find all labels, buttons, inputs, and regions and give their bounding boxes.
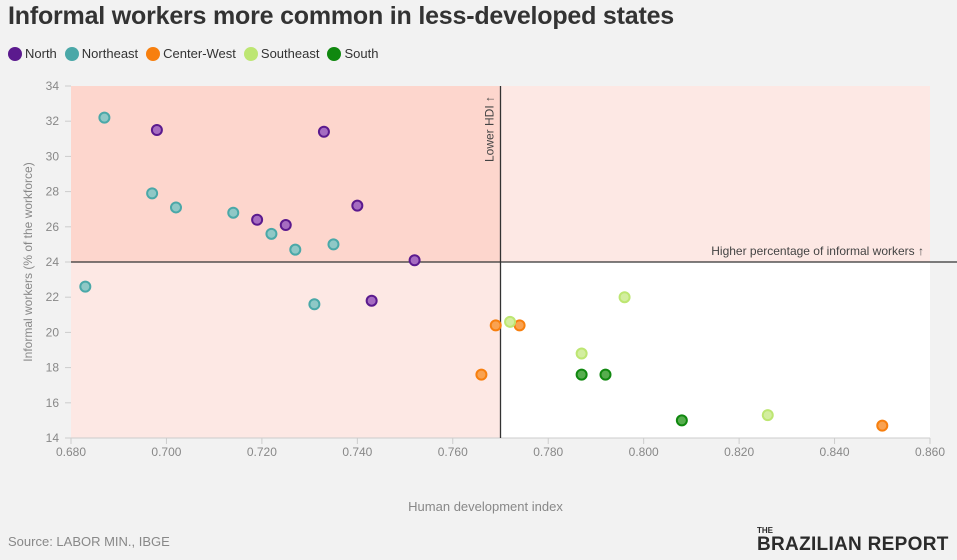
data-point-center-west	[876, 419, 889, 432]
y-tick-label: 14	[46, 431, 60, 445]
y-tick-label: 34	[46, 79, 60, 93]
data-point-south	[599, 368, 612, 381]
data-point-southeast	[504, 315, 517, 328]
data-point-north	[317, 125, 330, 138]
legend-swatch	[243, 46, 258, 61]
quadrant-lower-right	[500, 262, 930, 438]
logo-main: BRAZILIAN REPORT	[757, 534, 949, 555]
legend-swatch	[327, 46, 342, 61]
legend-item-center-west[interactable]: Center-West	[146, 46, 236, 61]
y-tick-label: 18	[46, 361, 60, 375]
data-point-center-west	[475, 368, 488, 381]
data-point-north	[351, 199, 364, 212]
data-point-center-west	[489, 319, 502, 332]
legend-swatch	[8, 46, 22, 61]
data-point-northeast	[169, 201, 182, 214]
chart-title: Informal workers more common in less-dev…	[8, 2, 674, 30]
data-point-northeast	[79, 280, 92, 293]
x-tick-label: 0.820	[724, 445, 754, 459]
x-axis-label: Human development index	[408, 499, 563, 514]
legend-item-south[interactable]: South	[327, 46, 378, 61]
legend-swatch	[64, 46, 79, 61]
legend-label: Center-West	[163, 46, 236, 61]
legend-label: North	[25, 46, 57, 61]
x-tick-label: 0.700	[151, 445, 181, 459]
data-point-northeast	[98, 111, 111, 124]
data-point-north	[251, 213, 264, 226]
legend-item-southeast[interactable]: Southeast	[243, 46, 320, 61]
x-tick-label: 0.720	[247, 445, 277, 459]
legend-swatch	[146, 46, 161, 61]
annotation-lower-hdi: Lower HDI ↑	[483, 96, 497, 162]
y-axis-label: Informal workers (% of the workforce)	[21, 162, 35, 361]
legend-label: South	[344, 46, 379, 61]
y-tick-label: 22	[46, 290, 60, 304]
data-point-northeast	[327, 238, 340, 251]
x-tick-label: 0.780	[533, 445, 563, 459]
data-point-center-west	[513, 319, 526, 332]
legend-item-northeast[interactable]: Northeast	[64, 46, 139, 61]
data-point-southeast	[618, 291, 631, 304]
y-tick-label: 24	[46, 255, 60, 269]
data-point-northeast	[265, 227, 278, 240]
legend-label: Southeast	[260, 46, 320, 61]
y-tick-label: 32	[46, 114, 60, 128]
y-tick-label: 16	[46, 396, 60, 410]
source-note: Source: LABOR MIN., IBGE	[8, 534, 170, 549]
data-point-northeast	[146, 187, 159, 200]
x-tick-label: 0.860	[915, 445, 945, 459]
data-point-southeast	[575, 347, 588, 360]
legend-label: Northeast	[81, 46, 139, 61]
y-tick-label: 20	[46, 325, 60, 339]
data-point-northeast	[308, 298, 321, 311]
quadrant-upper-right	[500, 86, 930, 262]
y-tick-label: 28	[46, 185, 60, 199]
data-point-northeast	[289, 243, 302, 256]
data-point-north	[408, 254, 421, 267]
data-point-north	[150, 124, 163, 136]
brand-logo: THE BRAZILIAN REPORT	[757, 526, 949, 555]
legend: North Northeast Center-West Southeast South	[8, 46, 378, 61]
y-tick-label: 30	[46, 149, 60, 163]
data-point-south	[575, 368, 588, 381]
annotation-higher-informal: Higher percentage of informal workers ↑	[711, 244, 924, 258]
quadrant-lower-left	[71, 262, 501, 438]
x-tick-label: 0.680	[56, 445, 86, 459]
data-point-south	[675, 414, 688, 427]
legend-item-north[interactable]: North	[8, 46, 57, 61]
data-point-northeast	[227, 206, 240, 219]
x-tick-label: 0.840	[820, 445, 850, 459]
x-tick-label: 0.760	[438, 445, 468, 459]
y-tick-label: 26	[46, 220, 60, 234]
x-tick-label: 0.800	[629, 445, 659, 459]
data-point-north	[279, 219, 292, 232]
quadrant-upper-left	[71, 86, 501, 262]
data-point-north	[365, 294, 378, 307]
data-point-southeast	[761, 409, 774, 422]
x-tick-label: 0.740	[342, 445, 372, 459]
logo-the: THE	[757, 526, 773, 535]
